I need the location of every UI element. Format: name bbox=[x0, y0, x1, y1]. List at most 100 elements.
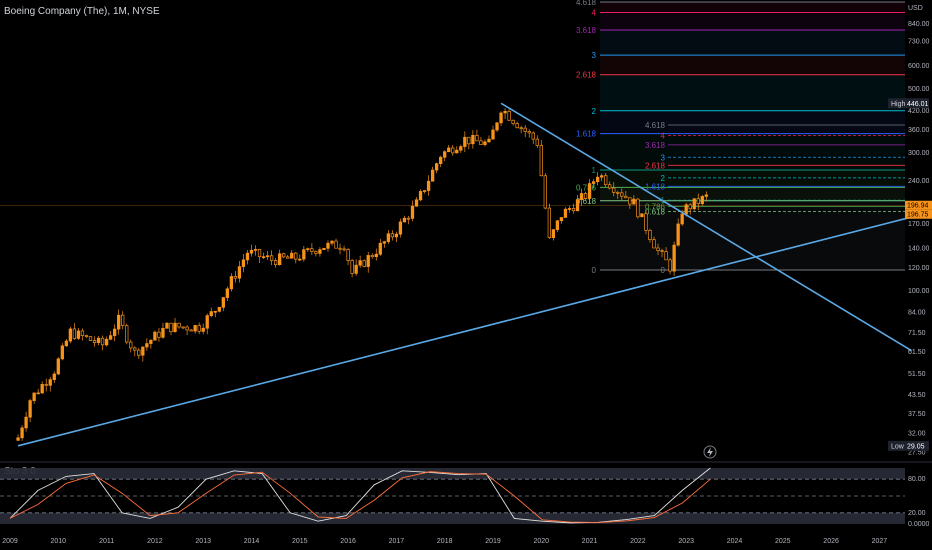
candle-body bbox=[620, 192, 624, 197]
x-tick-label: 2010 bbox=[51, 538, 67, 545]
candle-body bbox=[366, 255, 370, 267]
candle-body bbox=[479, 140, 483, 145]
candle-body bbox=[430, 169, 435, 182]
candle-body bbox=[201, 327, 205, 332]
x-tick-label: 2023 bbox=[678, 538, 694, 545]
y-tick-label: 170.00 bbox=[908, 221, 930, 228]
candle-body bbox=[241, 259, 246, 267]
candle-body bbox=[173, 322, 177, 333]
candle-body bbox=[20, 427, 24, 439]
candle-body bbox=[245, 252, 250, 261]
candle-body bbox=[443, 151, 447, 158]
candle-body bbox=[483, 141, 487, 145]
price-tag-value: 196.94 bbox=[907, 203, 929, 210]
fib2-level-label: 2.618 bbox=[645, 161, 666, 170]
candle-body bbox=[439, 156, 443, 165]
y-tick-label: 140.00 bbox=[908, 246, 930, 253]
candle-body bbox=[80, 330, 85, 336]
candle-body bbox=[358, 260, 362, 266]
candle-body bbox=[628, 197, 632, 205]
candle-body bbox=[92, 340, 97, 343]
candle-body bbox=[137, 349, 141, 356]
candle-body bbox=[257, 248, 262, 258]
candle-body bbox=[149, 339, 153, 344]
candle-body bbox=[527, 131, 531, 134]
candle-body bbox=[535, 138, 539, 146]
candle-body bbox=[282, 253, 286, 258]
candle-body bbox=[640, 213, 644, 218]
candle-body bbox=[221, 297, 225, 308]
candle-body bbox=[471, 135, 475, 145]
y-tick-label: 240.00 bbox=[908, 178, 930, 185]
candle-body bbox=[487, 138, 491, 143]
x-tick-label: 2014 bbox=[244, 538, 260, 545]
candle-body bbox=[688, 204, 692, 210]
osc-y-tick-label: 80.00 bbox=[908, 476, 926, 483]
candle-body bbox=[612, 187, 616, 193]
candle-body bbox=[338, 247, 342, 250]
candle-body bbox=[595, 176, 600, 183]
candle-body bbox=[426, 180, 431, 191]
candle-body bbox=[185, 326, 189, 331]
candle-body bbox=[664, 251, 668, 261]
x-tick-label: 2018 bbox=[437, 538, 453, 545]
candle-body bbox=[583, 193, 588, 199]
candle-body bbox=[579, 193, 584, 201]
trendlines[interactable] bbox=[17, 102, 913, 447]
candle-body bbox=[374, 253, 378, 258]
candle-body bbox=[189, 329, 193, 332]
candle-body bbox=[555, 220, 560, 230]
osc-y-tick-label: 20.00 bbox=[908, 510, 926, 517]
candle-body bbox=[410, 205, 415, 219]
y-tick-label: USD bbox=[908, 5, 923, 12]
fib-band bbox=[600, 55, 905, 75]
trendline-support bbox=[17, 216, 912, 447]
chart-title: Boeing Company (The), 1M, NYSE bbox=[4, 6, 160, 17]
fib-band bbox=[600, 2, 905, 13]
candle-body bbox=[447, 147, 451, 153]
candle-body bbox=[402, 217, 407, 223]
fib2-level-label: 4 bbox=[661, 131, 666, 140]
candle-body bbox=[108, 335, 113, 340]
candle-body bbox=[274, 260, 278, 266]
candle-body bbox=[294, 252, 298, 260]
candle-body bbox=[467, 136, 471, 145]
candle-body bbox=[117, 314, 121, 330]
y-tick-label: 120.00 bbox=[908, 265, 930, 272]
candle-body bbox=[265, 255, 270, 258]
extreme-tag-label: Low bbox=[891, 443, 905, 450]
x-tick-label: 2022 bbox=[630, 538, 646, 545]
candle-body bbox=[249, 249, 254, 254]
candle-body bbox=[491, 129, 495, 140]
y-tick-label: 37.50 bbox=[908, 411, 926, 418]
fib-level-label: 4 bbox=[592, 8, 597, 17]
candle-body bbox=[88, 336, 93, 341]
candle-body bbox=[422, 190, 427, 192]
fib-band bbox=[600, 29, 905, 56]
candle-body bbox=[378, 242, 382, 255]
candle-body bbox=[394, 233, 399, 238]
candle-body bbox=[125, 325, 129, 343]
candle-body bbox=[539, 145, 543, 177]
x-tick-label: 2011 bbox=[99, 538, 114, 545]
candle-body bbox=[68, 328, 73, 342]
trendline-resistance bbox=[500, 102, 913, 352]
x-tick-label: 2015 bbox=[292, 538, 308, 545]
x-tick-label: 2024 bbox=[727, 538, 743, 545]
candle-body bbox=[523, 127, 527, 132]
candle-body bbox=[44, 383, 48, 386]
candle-body bbox=[112, 328, 117, 336]
x-tick-label: 2027 bbox=[872, 538, 888, 545]
candle-body bbox=[644, 213, 648, 231]
candle-body bbox=[507, 110, 511, 121]
fib-band bbox=[600, 74, 905, 111]
fib2-level-label: 3.618 bbox=[645, 141, 666, 150]
y-tick-label: 300.00 bbox=[908, 150, 930, 157]
y-tick-label: 360.00 bbox=[908, 127, 930, 134]
candle-body bbox=[141, 346, 145, 356]
candle-body bbox=[165, 322, 169, 329]
candle-body bbox=[346, 249, 350, 261]
candle-body bbox=[624, 195, 628, 199]
candle-body bbox=[157, 331, 161, 338]
